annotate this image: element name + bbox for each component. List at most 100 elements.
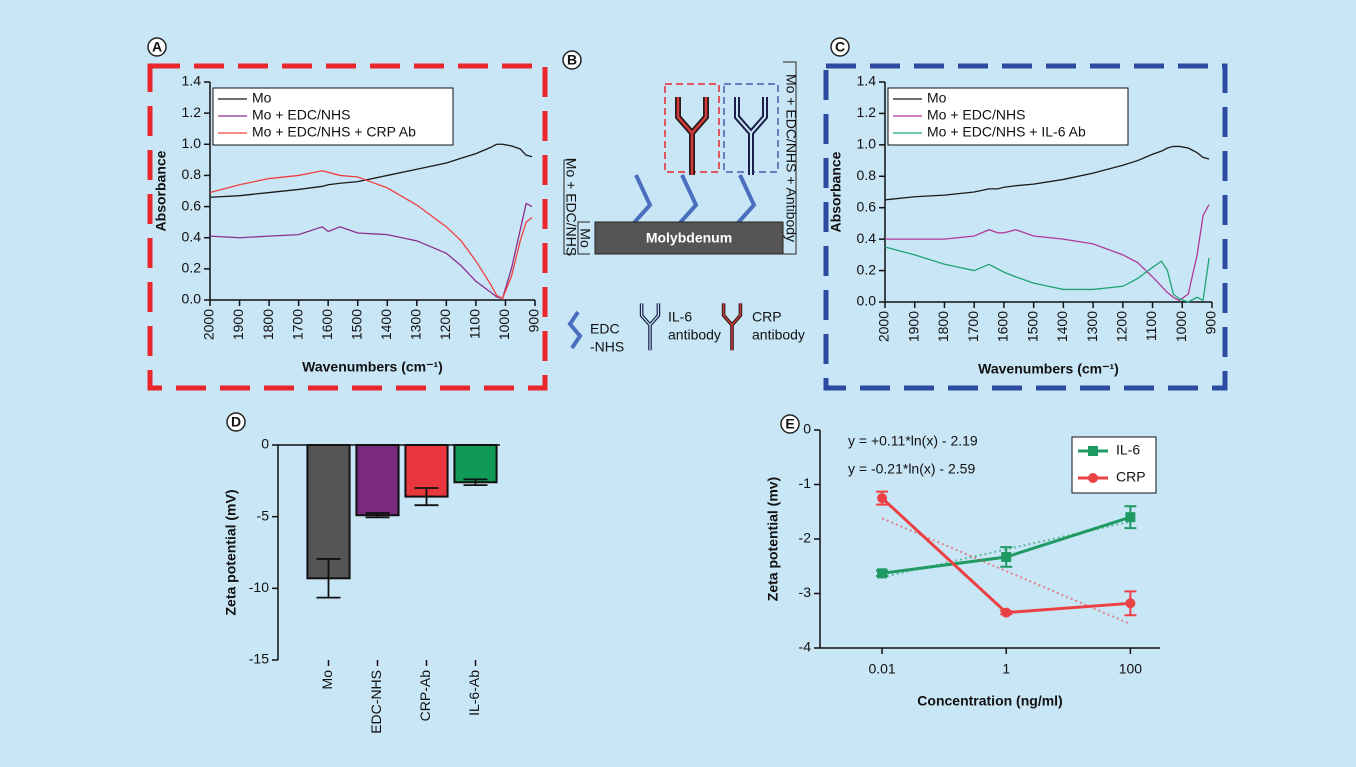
marker: [1001, 551, 1012, 562]
y-tick-label: -4: [799, 639, 812, 655]
legend-label: Mo: [927, 90, 947, 106]
marker: [1001, 607, 1012, 618]
diagram-b: B Molybdenum Mo Mo + EDC/NHS Mo + EDC/NH…: [562, 50, 805, 355]
y-tick-label: 0.4: [857, 230, 877, 246]
x-tick-label: 1700: [289, 309, 305, 340]
legend-linker: [567, 310, 583, 350]
annotation: y = -0.21*ln(x) - 2.59: [848, 461, 975, 477]
legend-text: IL-6: [668, 309, 692, 325]
x-tick-label: CRP-Ab: [417, 670, 433, 722]
y-axis-label: Absorbance: [153, 150, 169, 231]
y-tick-label: -10: [249, 579, 269, 595]
legend-text: antibody: [668, 327, 721, 343]
legend-label: Mo + EDC/NHS: [252, 107, 350, 123]
y-tick-label: 0.6: [182, 197, 202, 213]
x-tick-label: 2000: [201, 309, 217, 340]
marker: [877, 493, 888, 504]
y-tick-label: 0: [261, 436, 269, 452]
legend-text: -NHS: [590, 339, 624, 355]
panel-frame: [823, 63, 1228, 391]
panel-badge: [226, 412, 246, 432]
y-tick-label: 1.4: [857, 73, 877, 89]
y-tick-label: -2: [799, 530, 812, 546]
panel-badge: [780, 414, 800, 434]
y-tick-label: 0.2: [857, 261, 877, 277]
error-bar: [365, 512, 390, 519]
layer-label: Mo + EDC/NHS + Antibody: [783, 74, 799, 242]
error-bar: [316, 558, 341, 599]
y-tick-label: 1.4: [182, 73, 202, 89]
y-tick-label: 1.2: [857, 104, 877, 120]
legend-label: Mo + EDC/NHS + CRP Ab: [252, 124, 416, 140]
legend-marker: [1088, 446, 1098, 456]
x-axis-label: Concentration (ng/ml): [917, 693, 1062, 709]
annotation: y = +0.11*ln(x) - 2.19: [848, 433, 978, 449]
y-tick-label: -1: [799, 475, 812, 491]
y-tick-label: 0: [803, 421, 811, 437]
x-tick-label: 1900: [905, 311, 921, 342]
legend-box: [212, 87, 454, 146]
bar: [306, 444, 351, 580]
y-tick-label: 0.0: [857, 293, 877, 309]
x-tick-label: 1400: [378, 309, 394, 340]
y-tick-label: 0.8: [857, 167, 877, 183]
panel-badge: [562, 50, 582, 70]
layer-label: Mo: [577, 228, 593, 248]
x-tick-label: Mo: [319, 670, 335, 690]
x-tick-label: 1700: [965, 311, 981, 342]
x-tick-label: 0.01: [868, 661, 895, 677]
y-axis-label: Zeta potential (mv): [765, 477, 781, 601]
x-axis-label: Wavenumbers (cm⁻¹): [302, 359, 443, 375]
x-tick-label: 1200: [437, 309, 453, 340]
legend-label: Mo: [252, 90, 272, 106]
error-bar: [463, 478, 488, 487]
x-tick-label: 1800: [935, 311, 951, 342]
panel-letter: C: [835, 39, 845, 55]
y-tick-label: 0.4: [182, 228, 202, 244]
x-tick-label: 1100: [467, 309, 483, 339]
panel-letter: E: [785, 416, 794, 432]
x-axis-label: Wavenumbers (cm⁻¹): [978, 361, 1119, 377]
x-tick-label: 1300: [1084, 311, 1100, 342]
y-tick-label: 0.6: [857, 198, 877, 214]
legend-text: EDC: [590, 321, 620, 337]
x-tick-label: 1300: [408, 309, 424, 340]
y-tick-label: 0.2: [182, 260, 202, 276]
legend-marker: [1088, 473, 1098, 483]
substrate: [594, 221, 784, 255]
series-line: [884, 246, 1210, 303]
x-tick-label: 1600: [319, 309, 335, 340]
y-axis-label: Zeta potential (mV): [223, 489, 239, 615]
marker: [1125, 512, 1136, 523]
marker: [1125, 598, 1136, 609]
x-tick-label: 100: [1119, 661, 1143, 677]
x-tick-label: 1000: [496, 309, 512, 340]
x-tick-label: 1100: [1143, 311, 1159, 341]
series-line: [209, 143, 533, 198]
substrate-label: Molybdenum: [646, 230, 732, 246]
legend-label: Mo + EDC/NHS + IL-6 Ab: [927, 124, 1086, 140]
y-tick-label: 1.0: [857, 136, 877, 152]
x-tick-label: 1: [1002, 661, 1010, 677]
series-line: [209, 170, 533, 300]
legend-label: Mo + EDC/NHS: [927, 107, 1025, 123]
x-tick-label: 1400: [1054, 311, 1070, 342]
layer-label: Mo + EDC/NHS: [563, 158, 579, 256]
legend-box: [887, 87, 1129, 146]
series-line: [884, 145, 1210, 201]
y-tick-label: -3: [799, 584, 812, 600]
y-tick-label: 0.0: [182, 291, 202, 307]
y-tick-label: 1.0: [182, 135, 202, 151]
x-tick-label: 1900: [230, 309, 246, 340]
panel-letter: A: [152, 39, 162, 55]
panel-frame: [147, 63, 548, 391]
series-line: [885, 204, 1210, 302]
bracket: [577, 221, 590, 255]
bracket: [783, 61, 797, 255]
legend-label: CRP: [1116, 469, 1146, 485]
x-tick-label: 1500: [348, 309, 364, 340]
x-tick-label: 1000: [1173, 311, 1189, 342]
error-bar: [414, 487, 439, 507]
